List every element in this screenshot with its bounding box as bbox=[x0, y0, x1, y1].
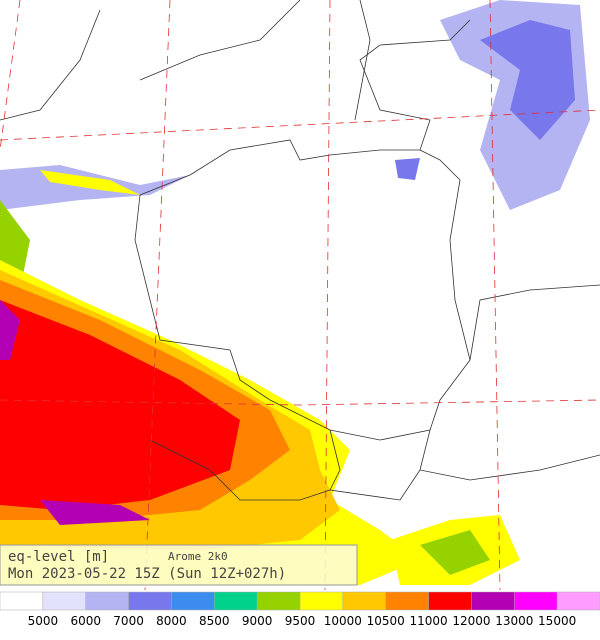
field bbox=[0, 0, 590, 585]
graticule bbox=[0, 0, 600, 591]
borders bbox=[0, 0, 600, 501]
colorbar-swatch bbox=[514, 591, 558, 611]
model: Arome 2k0 bbox=[168, 550, 228, 563]
colorbar-label: 9000 bbox=[242, 614, 273, 628]
colorbar-swatch bbox=[556, 591, 600, 611]
colorbar-swatch bbox=[128, 591, 172, 611]
colorbar-swatch bbox=[342, 591, 386, 611]
colorbar-swatch bbox=[42, 591, 86, 611]
colorbar-swatch bbox=[256, 591, 301, 611]
colorbar-label: 8000 bbox=[156, 614, 187, 628]
colorbar-swatch bbox=[471, 591, 515, 611]
colorbar-label: 5000 bbox=[28, 614, 59, 628]
title: eq-level [m] bbox=[8, 549, 109, 565]
colorbar-label: 8500 bbox=[199, 614, 230, 628]
colorbar-swatch bbox=[299, 591, 344, 611]
colorbar-label: 10000 bbox=[324, 614, 362, 628]
info-box bbox=[0, 544, 358, 586]
colorbar-label: 9500 bbox=[285, 614, 316, 628]
time: Mon 2023-05-22 15Z (Sun 12Z+027h) bbox=[8, 566, 286, 582]
colorbar-label: 12000 bbox=[452, 614, 490, 628]
colorbar-label: 15000 bbox=[538, 614, 576, 628]
colorbar-swatch bbox=[0, 591, 44, 611]
colorbar-swatch bbox=[385, 591, 429, 611]
colorbar-label: 11000 bbox=[409, 614, 447, 628]
colorbar-swatch bbox=[214, 591, 258, 611]
colorbar-label: 13000 bbox=[495, 614, 533, 628]
colorbar-label: 7000 bbox=[113, 614, 144, 628]
colorbar: 5000 6000 7000 8000 8500 9000 9500 10000 10500 11… bbox=[0, 591, 600, 628]
colorbar-swatch bbox=[171, 591, 215, 611]
colorbar-swatch bbox=[85, 591, 129, 611]
colorbar-label: 10500 bbox=[367, 614, 405, 628]
colorbar-swatch bbox=[428, 591, 472, 611]
colorbar-label: 6000 bbox=[70, 614, 101, 628]
